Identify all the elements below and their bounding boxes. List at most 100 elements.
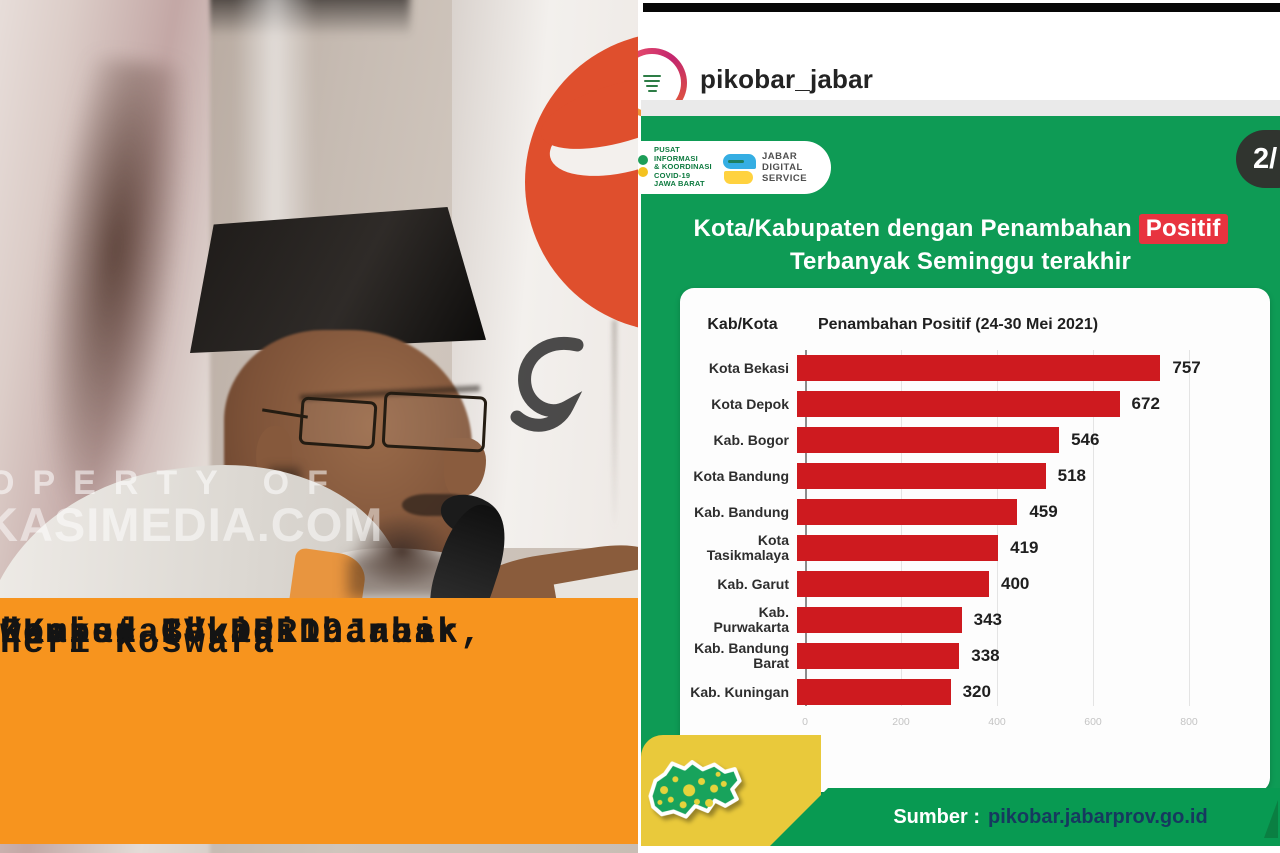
bar	[797, 463, 1046, 489]
jds-logo-line: DIGITAL	[762, 162, 803, 173]
chart-row: Kota Bandung 518	[680, 458, 1270, 494]
source-footer: Sumber : pikobar.jabarprov.go.id	[770, 788, 1280, 846]
quote-line: Pemkot Bekasi harus	[0, 613, 438, 653]
x-axis-tick: 800	[1180, 716, 1198, 728]
bar	[797, 427, 1060, 453]
bar-track: 672	[797, 391, 1270, 417]
jds-logo-line: JABAR	[762, 151, 798, 162]
gridline	[997, 350, 998, 706]
infographic-logo-pill: PUSAT INFORMASI & KOORDINASI COVID-19 JA…	[638, 141, 831, 194]
bar	[797, 355, 1161, 381]
category-label: Kab. Kuningan	[690, 683, 789, 700]
flag-fold-line	[612, 320, 617, 530]
peci-cap	[190, 207, 486, 353]
news-photo: OPERTY OF KASIMEDIA.COM "Kasus Covid-19 …	[0, 0, 638, 853]
instagram-post: pikobar_jabar 2/ PUSAT INFORMASI & KOORD…	[638, 0, 1280, 853]
col-header-kabkota: Kab/Kota	[707, 316, 778, 333]
bar	[797, 391, 1120, 417]
value-label: 546	[1071, 430, 1100, 449]
value-label: 459	[1029, 502, 1058, 521]
value-label: 518	[1057, 466, 1086, 485]
category-label: Kota Bandung	[693, 467, 789, 484]
category-label: Kota Tasikmalaya	[706, 532, 789, 563]
caption-banner: "Kasus Covid-19 naik, Pemkot Bekasi haru…	[0, 598, 638, 844]
watermark-line1: OPERTY OF	[0, 464, 346, 502]
bar-track: 419	[797, 535, 1270, 561]
chart-column-headers: Kab/Kota Penambahan Positif (24-30 Mei 2…	[680, 288, 1270, 336]
speaker-name: Heri Koswara	[0, 623, 277, 663]
jabar-digital-service-icon	[722, 150, 758, 186]
speaker-role: Komisi IV DPRD Jabar	[0, 613, 461, 653]
x-axis-tick: 600	[1084, 716, 1102, 728]
org-logo-line: & KOORDINASI	[654, 162, 712, 172]
bar-track: 546	[797, 427, 1270, 453]
page-indicator-badge: 2/	[1236, 130, 1280, 188]
quote-line: "Kasus Covid-19 naik,	[0, 613, 484, 653]
category-label: Kota Depok	[711, 395, 789, 412]
gridline	[1093, 350, 1094, 706]
org-logo-line: COVID-19	[654, 170, 691, 180]
bar	[797, 571, 989, 597]
chart-row: Kota Tasikmalaya 419	[680, 530, 1270, 566]
header-divider	[641, 100, 1280, 116]
gridline	[901, 350, 902, 706]
chart-row: Kab. Bandung 459	[680, 494, 1270, 530]
title-line2: Terbanyak Seminggu terakhir	[789, 248, 1132, 275]
chart-row: Kota Bekasi 757	[680, 350, 1270, 386]
chart-row: Kab. Garut 400	[680, 566, 1270, 602]
value-label: 672	[1131, 394, 1160, 413]
status-bar	[643, 3, 1280, 12]
pikobar-mark-icon	[638, 153, 652, 183]
category-label: Kota Bekasi	[708, 359, 789, 376]
bar-track: 459	[797, 499, 1270, 525]
west-java-map-icon	[648, 760, 742, 819]
value-label: 400	[1001, 574, 1030, 593]
bar-track: 757	[797, 355, 1270, 381]
glasses-right-lens	[381, 391, 488, 453]
username[interactable]: pikobar_jabar	[700, 64, 874, 94]
value-label: 320	[962, 682, 991, 701]
chart-card: Kab/Kota Penambahan Positif (24-30 Mei 2…	[680, 288, 1270, 792]
value-label: 757	[1172, 358, 1201, 377]
category-label: Kab. Bogor	[713, 431, 789, 448]
chart-row: Kab. Kuningan 320	[680, 674, 1270, 710]
value-label: 343	[973, 610, 1002, 629]
x-axis-tick: 200	[892, 716, 910, 728]
category-label: Kab. Garut	[717, 575, 789, 592]
watermark-line2: KASIMEDIA.COM	[0, 498, 384, 551]
flag-calligraphy-glyph	[510, 336, 584, 432]
org-logo-line: PUSAT INFORMASI	[654, 145, 698, 163]
bar	[797, 643, 960, 669]
instagram-header: pikobar_jabar	[638, 12, 1280, 118]
source-link[interactable]: pikobar.jabarprov.go.id	[988, 805, 1208, 828]
source-label: Sumber :	[893, 805, 980, 828]
quote-line: waspada!"	[0, 613, 208, 653]
gridline	[805, 350, 807, 706]
col-header-penambahan: Penambahan Positif (24-30 Mei 2021)	[817, 316, 1099, 333]
category-label: Kab. Purwakarta	[713, 604, 789, 635]
title-prefix: Kota/Kabupaten dengan Penambahan	[693, 215, 1132, 242]
category-label: Kab. Bandung Barat	[694, 640, 789, 671]
bar-track: 343	[797, 607, 1270, 633]
title-highlight: Positif	[1138, 214, 1228, 244]
value-label: 338	[971, 646, 1000, 665]
glasses-left-lens	[298, 396, 378, 450]
infographic-title: Kota/Kabupaten dengan Penambahan Positif…	[641, 212, 1280, 278]
gridline	[1189, 350, 1190, 706]
bar-track: 320	[797, 679, 1270, 705]
org-logo-text: PUSAT INFORMASI & KOORDINASI COVID-19 JA…	[654, 146, 718, 189]
bar-track: 518	[797, 463, 1270, 489]
chart-row: Kab. Purwakarta 343	[680, 602, 1270, 638]
org-logo-line: JAWA BARAT	[654, 179, 705, 189]
chart-row: Kab. Bandung Barat 338	[680, 638, 1270, 674]
bar-track: 338	[797, 643, 1270, 669]
bar	[797, 499, 1018, 525]
jds-logo-line: SERVICE	[762, 173, 808, 184]
bar	[797, 679, 951, 705]
bar-track: 400	[797, 571, 1270, 597]
x-axis-tick: 400	[988, 716, 1006, 728]
x-axis-tick: 0	[802, 716, 808, 728]
category-label: Kab. Bandung	[694, 503, 789, 520]
jds-logo-text: JABAR DIGITAL SERVICE	[762, 151, 807, 184]
chart-row: Kab. Bogor 546	[680, 422, 1270, 458]
